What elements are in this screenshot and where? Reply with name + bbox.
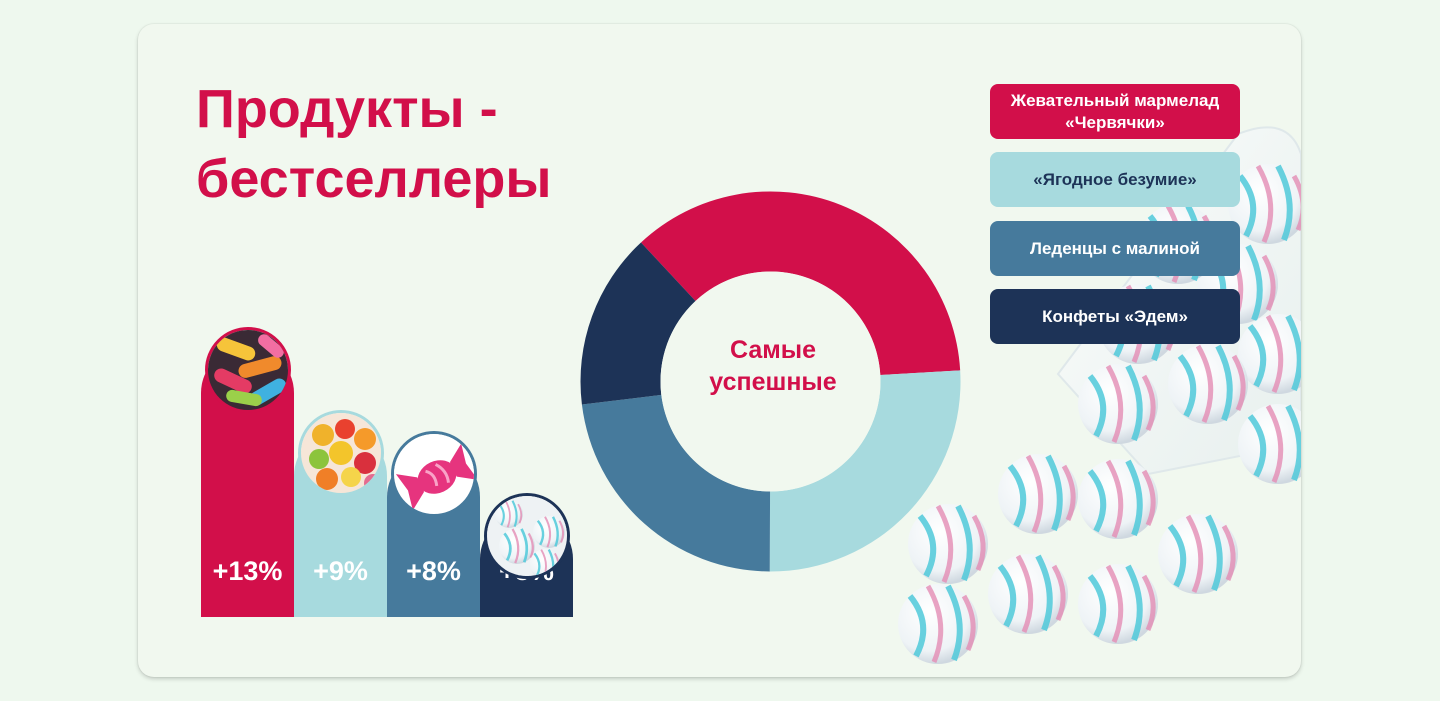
page-title: Продукты - бестселлеры	[196, 74, 616, 214]
title-line-2: бестселлеры	[196, 149, 552, 209]
candy-icon	[390, 431, 477, 517]
gummy-worms-photo	[204, 327, 291, 413]
bar-label-lollipops: +8%	[406, 556, 461, 586]
bar-chart: +13% +9% +8% +5%	[201, 324, 573, 617]
gummy-bears-photo	[297, 410, 384, 496]
marshmallow-candies-photo	[483, 493, 570, 579]
donut-slice-berry	[769, 370, 961, 572]
donut-hole	[660, 271, 881, 492]
donut-chart	[580, 191, 961, 572]
legend-item-berry: «Ягодное безумие»	[990, 152, 1240, 207]
bar-label-berry: +9%	[313, 556, 368, 586]
legend-item-worms: Жевательный мармелад «Червячки»	[990, 84, 1240, 139]
legend-item-lollipops: Леденцы с малиной	[990, 221, 1240, 276]
donut-slice-eden	[580, 242, 696, 405]
donut-slice-lollipops	[581, 394, 771, 572]
title-line-1: Продукты -	[196, 79, 498, 139]
donut-slice-worms	[640, 191, 961, 376]
slide-card: Продукты - бестселлеры +13% +9% +8% +5%	[138, 24, 1301, 677]
donut-center-label: Самые успешные	[709, 336, 837, 396]
bar-label-worms: +13%	[212, 556, 283, 586]
legend-item-eden: Конфеты «Эдем»	[990, 289, 1240, 344]
